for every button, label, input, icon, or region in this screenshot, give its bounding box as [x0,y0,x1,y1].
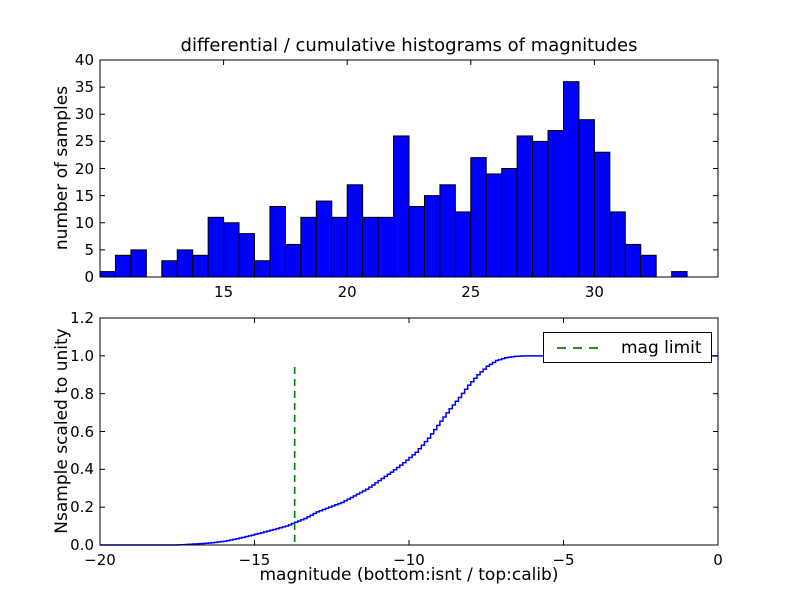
bottom-plot-xtick-label: −5 [552,551,575,569]
hist-bar [315,200,333,278]
bottom-plot-xtick-label: −10 [393,551,425,569]
bottom-plot-xtick-label: −15 [238,551,271,569]
hist-bar [532,140,549,278]
hist-bar [563,81,580,278]
top-plot-ytick-label: 15 [74,186,94,205]
hist-bar [640,254,657,278]
hist-bar [300,216,317,278]
bottom-plot-xtick-label: −20 [84,551,116,569]
hist-bar [393,135,410,278]
hist-bar [238,233,256,278]
hist-bar [485,173,503,278]
hist-bar [516,135,534,278]
hist-bar [578,119,595,278]
hist-bar [99,271,116,278]
hist-bar [470,157,487,278]
hist-bar [671,271,688,278]
hist-bar [192,254,209,278]
hist-bar [609,211,626,278]
hist-bar [624,243,642,278]
legend-entry-label: mag limit [621,337,702,358]
hist-bar [223,222,240,278]
hist-bar [454,211,472,278]
hist-bar [284,243,302,278]
hist-bar [161,260,178,278]
hist-bar [501,168,518,278]
hist-bar [331,216,348,278]
hist-bar [114,254,132,278]
legend-dashed-line-icon [557,346,603,349]
hist-bar [269,205,286,278]
cumulative-curve [100,355,718,546]
hist-bar [408,205,425,278]
top-plot-ytick-label: 30 [74,105,94,124]
hist-bar [346,184,364,278]
top-plot-ytick-label: 5 [84,240,94,259]
bottom-plot-ytick-label: 0.8 [70,384,94,403]
hist-bar [176,249,194,278]
bottom-plot-ytick-label: 0.0 [70,536,94,554]
bottom-plot-ytick-label: 0.4 [70,460,94,479]
bottom-plot-ytick-label: 0.2 [70,498,94,517]
bottom-plot-xtick-label: 0 [713,551,723,569]
hist-bar [130,249,147,278]
hist-bar [207,216,225,278]
top-plot-ytick-label: 25 [74,132,94,151]
top-plot-ytick-label: 35 [74,78,94,97]
hist-bar [254,260,271,278]
hist-bar [547,130,564,278]
top-plot-xtick-label: 30 [584,283,604,301]
top-plot-xtick-label: 20 [337,283,357,301]
hist-bar [439,184,456,278]
top-plot-ytick-label: 0 [84,268,94,286]
top-plot-ytick-label: 40 [74,51,94,69]
hist-bar [362,216,379,278]
plot-title: differential / cumulative histograms of … [180,35,638,56]
top-plot-ytick-label: 10 [74,213,94,232]
top-plot-xtick-label: 15 [214,283,234,301]
hist-bar [377,216,395,278]
x-axis-label: magnitude (bottom:isnt / top:calib) [259,565,559,585]
bottom-plot-ytick-label: 0.6 [70,422,94,441]
bottom-plot-ytick-label: 1.0 [70,346,94,365]
top-plot-xtick-label: 25 [461,283,481,301]
bottom-plot-ytick-label: 1.2 [70,309,94,327]
top-plot-ytick-label: 20 [74,159,94,178]
hist-bar [593,151,611,278]
legend-box: mag limit [543,332,712,363]
hist-bar [423,195,441,278]
